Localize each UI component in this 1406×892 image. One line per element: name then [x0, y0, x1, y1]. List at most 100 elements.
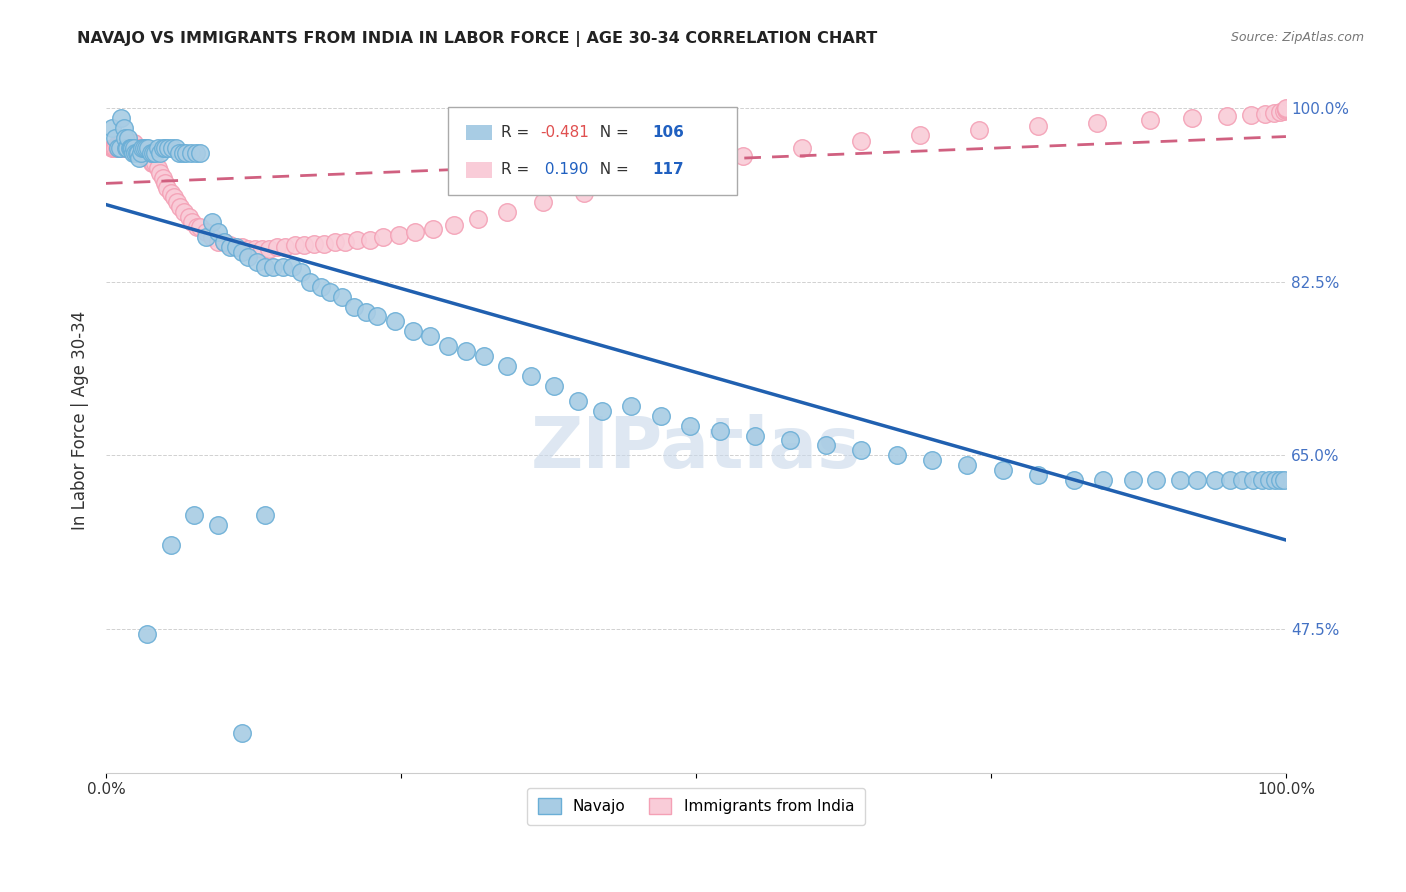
Point — [132, 145, 155, 160]
Point — [107, 141, 129, 155]
Text: ZIPatlas: ZIPatlas — [531, 414, 860, 483]
Point — [404, 225, 426, 239]
Point — [111, 136, 134, 150]
Point — [650, 409, 672, 423]
Point — [1144, 473, 1167, 487]
Point — [118, 141, 141, 155]
Point — [103, 141, 125, 155]
Point — [921, 453, 943, 467]
Point — [849, 443, 872, 458]
Point — [104, 141, 127, 155]
Point — [115, 141, 138, 155]
Point — [1263, 106, 1285, 120]
Point — [118, 136, 141, 150]
Point — [1026, 119, 1049, 133]
Point — [188, 220, 211, 235]
Point — [142, 145, 165, 160]
Point — [886, 448, 908, 462]
Point — [115, 136, 138, 150]
Point — [177, 211, 200, 225]
Point — [165, 141, 187, 155]
Point — [129, 141, 152, 155]
Point — [1122, 473, 1144, 487]
Point — [218, 240, 240, 254]
Point — [231, 245, 253, 260]
Point — [212, 235, 235, 249]
Point — [195, 225, 218, 239]
Point — [121, 141, 143, 155]
Text: Source: ZipAtlas.com: Source: ZipAtlas.com — [1230, 31, 1364, 45]
Point — [117, 136, 139, 150]
Point — [246, 255, 269, 269]
Point — [1026, 468, 1049, 483]
Point — [115, 136, 138, 150]
Point — [1063, 473, 1085, 487]
Point — [1241, 473, 1264, 487]
Point — [107, 136, 129, 150]
Point — [496, 359, 519, 373]
Point — [138, 141, 160, 155]
Point — [120, 141, 142, 155]
Point — [159, 538, 181, 552]
Point — [281, 260, 304, 274]
Point — [132, 141, 155, 155]
Point — [160, 141, 183, 155]
Point — [292, 238, 315, 252]
Point — [309, 279, 332, 293]
Point — [207, 517, 229, 532]
Point — [359, 233, 381, 247]
Point — [225, 240, 247, 254]
Point — [1219, 473, 1241, 487]
Point — [157, 141, 180, 155]
Point — [254, 260, 277, 274]
Point — [212, 235, 235, 249]
Point — [1275, 103, 1298, 118]
Text: N =: N = — [589, 125, 633, 140]
Point — [231, 240, 253, 254]
Point — [108, 141, 131, 155]
Point — [124, 145, 146, 160]
Point — [373, 230, 395, 244]
Point — [149, 166, 172, 180]
Point — [145, 155, 167, 169]
Point — [124, 141, 146, 155]
Point — [122, 136, 145, 150]
Point — [181, 215, 204, 229]
Point — [1139, 113, 1161, 128]
Point — [184, 145, 207, 160]
Point — [733, 149, 755, 163]
Point — [330, 290, 353, 304]
Point — [128, 141, 150, 155]
Point — [117, 131, 139, 145]
Point — [153, 176, 176, 190]
Point — [1232, 473, 1254, 487]
Point — [138, 151, 160, 165]
Text: 106: 106 — [652, 125, 685, 140]
Point — [104, 131, 127, 145]
Text: N =: N = — [589, 162, 633, 178]
Point — [1268, 473, 1291, 487]
Point — [122, 145, 145, 160]
Text: 117: 117 — [652, 162, 683, 178]
Point — [180, 145, 202, 160]
Point — [254, 508, 277, 522]
Point — [1180, 111, 1202, 125]
Point — [121, 136, 143, 150]
Point — [709, 424, 731, 438]
Legend: Navajo, Immigrants from India: Navajo, Immigrants from India — [527, 788, 865, 825]
Point — [131, 145, 153, 160]
Point — [1204, 473, 1226, 487]
Point — [128, 151, 150, 165]
Point — [236, 242, 259, 256]
Point — [519, 369, 541, 384]
Point — [496, 205, 519, 219]
Point — [118, 141, 141, 155]
Point — [1239, 108, 1261, 122]
Point — [141, 155, 163, 169]
Point — [225, 240, 247, 254]
Point — [1251, 473, 1274, 487]
Point — [1254, 107, 1277, 121]
Point — [195, 230, 218, 244]
Point — [125, 145, 148, 160]
Point — [188, 145, 211, 160]
